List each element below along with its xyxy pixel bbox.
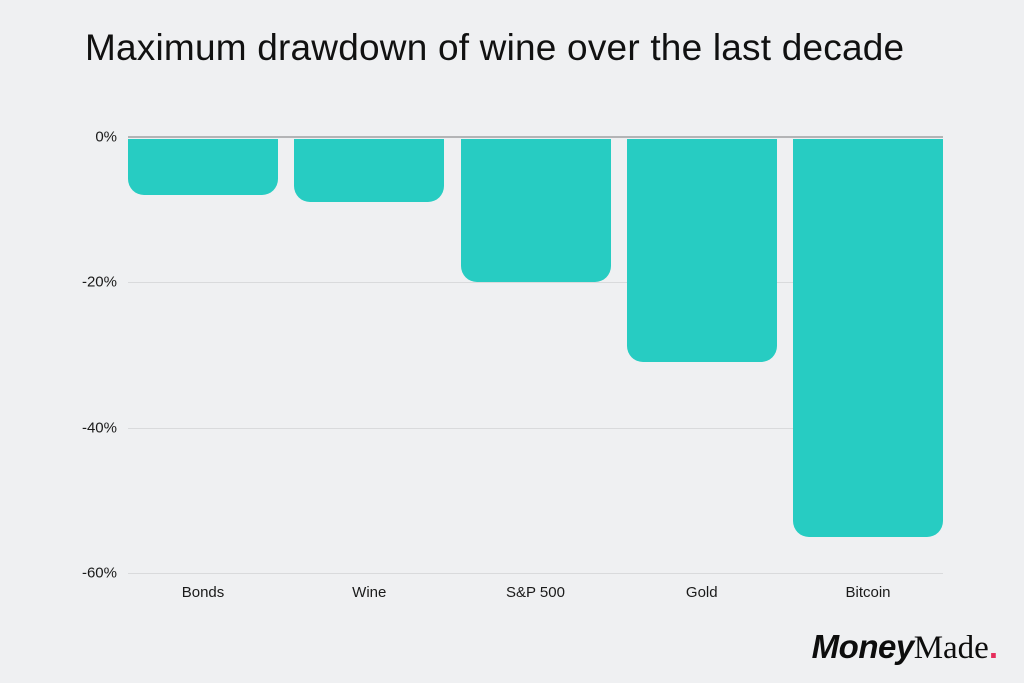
moneymade-logo: MoneyMade. [812,628,998,667]
x-category-label-wine: Wine [352,584,387,601]
gridline [128,427,943,429]
bar-wine [294,139,445,203]
x-category-label-bonds: Bonds [181,584,225,601]
logo-word-made: Made [913,630,989,666]
x-axis-labels: Bonds Wine S&P 500 Gold Bitcoin [128,584,943,601]
bar-bonds [128,139,278,196]
bar-chart: 0% -20% -40% -60% Bonds Wine S&P 500 Gold Bitco… [82,129,943,601]
bars-container [128,139,943,573]
y-tick-label: -20% [81,273,117,291]
x-category-label-gold: Gold [685,584,718,601]
chart-title: Maximum drawdown of wine over the last d… [85,27,905,68]
y-tick-label: 0% [95,128,117,146]
plot-area: 0% -20% -40% -60% [82,129,943,582]
y-tick-label: -40% [81,419,117,437]
y-tick-label: -60% [81,564,117,582]
logo-period: . [988,628,998,665]
bar-bitcoin [793,139,943,537]
gridline [128,573,943,574]
logo-word-money: Money [811,628,915,665]
gridline [128,282,943,284]
x-category-label-bitcoin: Bitcoin [845,584,891,601]
bar-gold [626,139,777,363]
bar-s-p-500 [460,139,611,283]
x-category-label-s-p-500: S&P 500 [506,584,565,601]
zero-axis-line [128,136,943,138]
